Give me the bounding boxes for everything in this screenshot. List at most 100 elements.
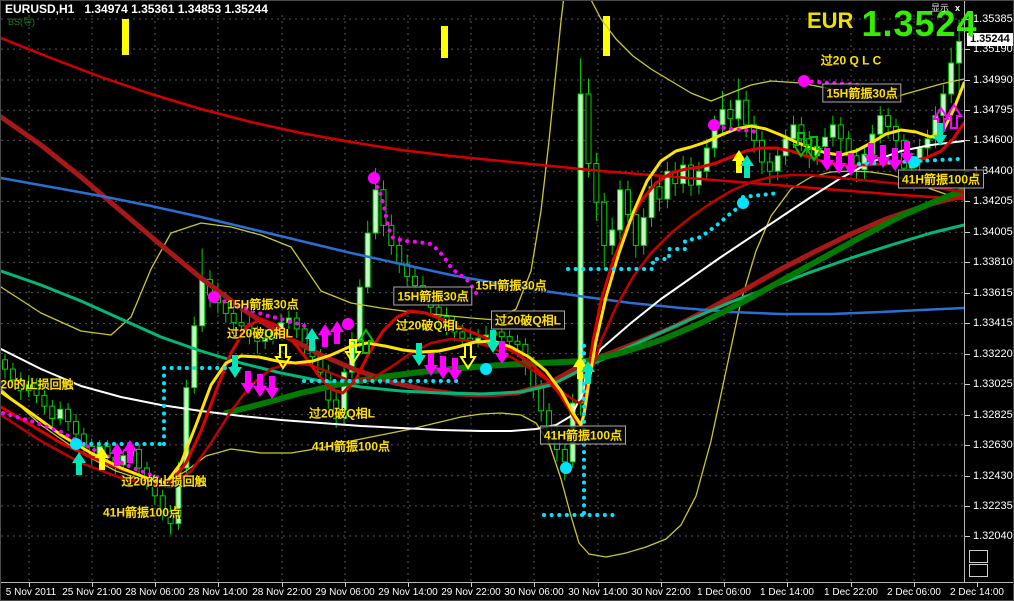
candlestick (885, 115, 892, 127)
time-tick-mark (92, 583, 93, 587)
candlestick (199, 278, 206, 327)
price-tick-label: 1.33810 (973, 256, 1013, 268)
buy-arrow-icon (581, 361, 595, 384)
magenta-signal-dots (372, 178, 480, 298)
candlestick (514, 340, 521, 345)
ma-spring-green (1, 223, 964, 396)
sell-arrow-icon (459, 344, 477, 370)
candlestick (538, 387, 545, 412)
price-tick-label: 1.33415 (973, 317, 1013, 329)
signal-dot (342, 318, 354, 330)
candlestick (893, 125, 900, 141)
candlestick (65, 408, 72, 423)
chart-area[interactable]: EURUSD,H1 1.34974 1.35361 1.34853 1.35244… (1, 1, 977, 582)
ma-thick-green (223, 187, 964, 416)
sell-arrow-icon (900, 141, 914, 164)
candlestick-chart[interactable] (1, 1, 964, 582)
quote-price: 1.3524 (861, 3, 978, 44)
sell-arrow-icon (792, 132, 810, 158)
sell-arrow-icon (864, 143, 878, 166)
indicator-label: BS(导) (8, 17, 36, 27)
time-tick-label: 25 Nov 21:00 (62, 587, 122, 598)
candlestick (617, 189, 624, 231)
candlestick (593, 163, 600, 203)
candlestick (624, 189, 631, 216)
sell-arrow-icon (832, 151, 846, 174)
time-tick-label: 2 Dec 14:00 (950, 587, 1004, 598)
time-tick-label: 2 Dec 06:00 (887, 587, 941, 598)
bollinger-upper (1, 1, 565, 336)
time-tick-label: 30 Nov 06:00 (504, 587, 564, 598)
candlestick (735, 99, 742, 120)
price-tick-mark (965, 140, 970, 141)
candlestick (167, 510, 174, 525)
candlestick (553, 433, 560, 450)
buy-arrow-icon (318, 324, 332, 347)
sell-arrow-icon (888, 148, 902, 171)
close-icon[interactable]: x (955, 3, 961, 13)
candlestick (364, 232, 371, 288)
candlestick (356, 286, 363, 342)
sell-arrow-icon (436, 356, 450, 379)
price-tick-mark (965, 232, 970, 233)
candlestick (388, 224, 395, 246)
candlestick (956, 40, 963, 64)
candlestick (632, 214, 639, 246)
candlestick (498, 331, 505, 338)
candlestick (790, 124, 797, 140)
price-tick-mark (965, 293, 970, 294)
time-tick-label: 28 Nov 22:00 (252, 587, 312, 598)
scroll-up-button[interactable] (969, 550, 988, 563)
candlestick (49, 405, 56, 420)
sell-arrow-icon (495, 341, 509, 364)
cyan-signal-dots (566, 202, 745, 271)
scroll-down-button[interactable] (969, 564, 988, 577)
candlestick (80, 433, 87, 447)
symbol-timeframe: EURUSD,H1 (5, 2, 75, 16)
ma-red-fast (1, 121, 964, 484)
sell-arrow-icon (933, 123, 947, 146)
candlestick (577, 93, 584, 404)
time-tick-mark (408, 583, 409, 587)
price-tick-mark (965, 110, 970, 111)
candlestick (72, 421, 79, 435)
signal-dot (70, 438, 82, 450)
time-tick-label: 29 Nov 14:00 (378, 587, 438, 598)
candlestick (183, 387, 190, 469)
signal-dot (560, 462, 572, 474)
candlestick (333, 399, 340, 420)
candlestick (727, 108, 734, 120)
ma-red-long (1, 36, 964, 201)
cyan-signal-dots (857, 157, 961, 166)
time-tick-mark (661, 583, 662, 587)
sell-arrow-icon (448, 358, 462, 381)
chart-title: EURUSD,H1 1.34974 1.35361 1.34853 1.35244 (5, 2, 268, 16)
price-tick-label: 1.35190 (973, 43, 1013, 55)
time-tick-label: 30 Nov 14:00 (568, 587, 628, 598)
quote-controls: 显示 x (931, 1, 960, 14)
sell-arrow-icon (265, 376, 279, 399)
price-tick-label: 1.34795 (973, 104, 1013, 116)
magenta-signal-dots (802, 79, 863, 87)
period-separator (603, 16, 610, 56)
price-tick-label: 1.34005 (973, 226, 1013, 238)
price-tick-mark (965, 323, 970, 324)
candlestick (396, 244, 403, 265)
price-tick-mark (965, 476, 970, 477)
time-tick-mark (598, 583, 599, 587)
show-toggle[interactable]: 显示 (931, 3, 950, 13)
price-tick-mark (965, 80, 970, 81)
price-tick-label: 1.33025 (973, 378, 1013, 390)
price-tick-mark (965, 415, 970, 416)
buy-arrow-icon (573, 356, 587, 379)
candlestick (766, 161, 773, 172)
quote-display: EUR 1.3524 (807, 3, 978, 45)
candlestick (57, 408, 64, 420)
price-tick-label: 1.34400 (973, 165, 1013, 177)
candlestick (774, 155, 781, 172)
sell-arrow-icon (876, 145, 890, 168)
candlestick (719, 108, 726, 126)
price-tick-label: 1.32430 (973, 470, 1013, 482)
period-separator (441, 26, 448, 58)
